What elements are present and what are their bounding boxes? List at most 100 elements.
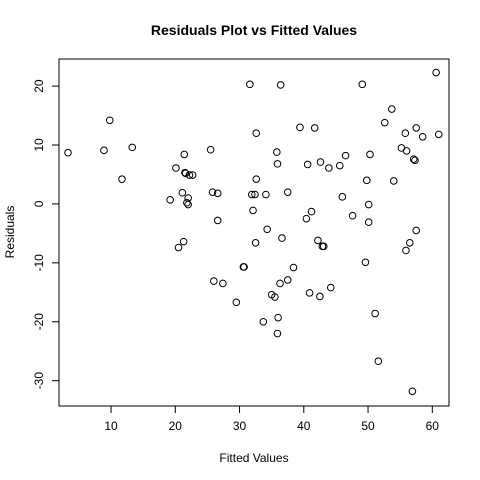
y-tick-label: 20 [32,79,46,93]
data-point [412,226,421,235]
data-point [358,80,367,89]
x-tick-label: 30 [233,419,247,433]
data-point [289,263,298,272]
data-point [271,293,279,301]
data-point [362,176,371,185]
data-point [263,225,271,234]
data-point [183,198,191,207]
data-point [401,129,410,138]
data-point [316,292,324,301]
data-points [64,68,443,396]
data-point [408,387,417,396]
data-point [364,200,373,209]
data-point [128,143,137,152]
data-point [262,190,270,199]
data-point [185,171,194,179]
data-point [252,175,261,183]
data-point [305,289,314,297]
data-point [335,161,344,170]
data-point [219,279,227,288]
data-point [273,329,282,338]
data-point [273,160,282,168]
data-point [276,279,284,288]
data-point [184,200,192,209]
data-point [402,246,410,255]
data-point [366,150,374,159]
data-point [174,243,183,252]
data-point [418,132,427,141]
data-point [341,151,350,160]
x-tick-label: 50 [361,419,375,433]
data-point [389,177,398,185]
data-point [247,190,256,199]
data-point [276,81,285,89]
data-point [208,188,217,196]
data-point [178,188,187,197]
y-axis-label: Residuals [3,206,17,259]
data-point [179,237,188,246]
data-point [172,164,180,172]
data-point [213,216,222,225]
y-tick-label: -20 [32,313,46,331]
data-point [251,190,259,199]
data-point [338,193,347,201]
data-point [213,189,222,198]
x-axis-label: Fitted Values [219,451,288,465]
data-point [100,146,108,155]
data-point [259,317,268,326]
data-point [411,156,419,165]
data-point [388,105,396,113]
plot-frame [58,58,450,407]
data-point [166,196,174,204]
data-point [180,150,189,159]
x-tick-label: 60 [426,419,440,433]
y-tick-label: 10 [32,138,46,152]
data-point [278,234,286,242]
data-point [432,68,440,77]
data-point [402,147,411,155]
data-point [273,148,281,156]
data-point [181,169,190,178]
x-axis: 10 20 30 40 50 60 [104,406,439,433]
data-point [232,298,241,307]
data-point [326,283,335,292]
data-point [105,116,114,125]
data-point [310,124,319,132]
data-point [319,242,328,251]
data-point [374,357,383,366]
data-point [296,123,304,132]
data-point [316,158,325,166]
data-point [184,194,192,202]
data-point [380,118,389,127]
data-point [251,239,260,247]
data-point [307,207,316,216]
data-point [371,309,379,318]
y-tick-label: -30 [32,372,46,390]
data-point [252,129,261,138]
data-point [303,160,312,169]
data-point [274,313,282,322]
y-axis: -30 -20 -10 0 10 20 [32,79,59,389]
data-point [64,148,72,157]
data-point [210,277,218,285]
data-point [302,214,311,223]
data-point [249,206,257,215]
y-tick-label: 0 [32,200,46,207]
x-tick-label: 20 [169,419,183,433]
y-tick-label: -10 [32,254,46,272]
data-point [246,80,254,89]
data-point [118,175,126,183]
data-point [406,239,414,247]
data-point [188,171,197,179]
chart-title: Residuals Plot vs Fitted Values [151,22,357,38]
data-point [409,155,418,163]
data-point [314,236,322,245]
data-point [240,263,248,271]
data-point [325,164,333,172]
data-point [434,130,443,139]
x-tick-label: 40 [297,419,311,433]
data-point [412,124,421,132]
data-point [283,276,292,284]
data-point [348,211,357,220]
